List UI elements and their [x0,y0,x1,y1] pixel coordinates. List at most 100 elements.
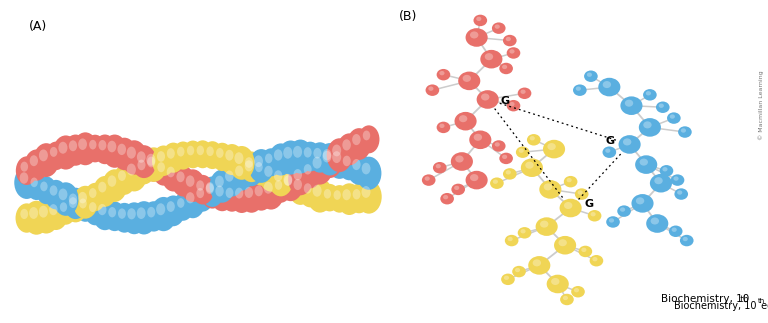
Circle shape [26,172,47,200]
Circle shape [495,25,500,29]
Circle shape [518,88,531,99]
Circle shape [263,182,273,194]
Circle shape [173,193,194,221]
Circle shape [313,185,322,197]
Circle shape [73,186,98,219]
Circle shape [197,180,204,191]
Circle shape [206,182,214,193]
Circle shape [102,169,127,202]
Circle shape [670,174,684,186]
Circle shape [21,162,28,172]
Circle shape [485,53,493,60]
Circle shape [670,114,675,119]
Circle shape [508,237,513,241]
Circle shape [45,141,67,170]
Circle shape [137,160,145,170]
Circle shape [621,96,643,115]
Circle shape [108,141,116,152]
Circle shape [323,149,331,161]
Circle shape [220,164,244,197]
Circle shape [337,183,361,215]
Circle shape [147,157,155,167]
Circle shape [215,176,223,187]
Circle shape [127,163,136,175]
Circle shape [94,134,116,164]
Circle shape [476,17,482,21]
Circle shape [362,186,370,198]
Circle shape [459,115,468,122]
Circle shape [643,89,657,100]
Circle shape [333,190,341,200]
Circle shape [521,89,525,94]
Circle shape [587,72,592,77]
Circle shape [299,159,322,188]
Circle shape [245,187,253,198]
Circle shape [171,166,195,196]
Circle shape [278,168,303,201]
Circle shape [674,188,688,200]
Circle shape [245,157,253,168]
Circle shape [84,183,106,211]
Circle shape [563,296,568,300]
Circle shape [245,160,253,172]
Circle shape [462,75,471,82]
Circle shape [654,177,663,184]
Circle shape [470,174,478,181]
Circle shape [425,84,439,96]
Text: edition, page: edition, page [758,301,768,311]
Circle shape [35,176,57,204]
Circle shape [93,198,118,230]
Circle shape [481,93,489,100]
Circle shape [591,212,596,216]
Circle shape [326,138,353,172]
Circle shape [157,151,165,162]
Circle shape [186,192,194,203]
Circle shape [177,198,184,208]
Circle shape [578,190,583,195]
Text: G: G [606,136,615,146]
Circle shape [200,177,224,209]
Circle shape [49,204,58,215]
Circle shape [662,167,667,172]
Circle shape [304,183,312,193]
Circle shape [639,118,661,137]
Circle shape [202,141,223,169]
Circle shape [504,276,509,280]
Circle shape [492,140,505,152]
Text: th: th [757,297,765,304]
Circle shape [74,193,96,222]
Circle shape [440,193,454,204]
Circle shape [167,167,175,177]
Circle shape [187,146,194,155]
Circle shape [50,147,58,157]
Circle shape [210,170,235,203]
Circle shape [548,143,556,150]
Circle shape [78,192,87,203]
Circle shape [29,207,38,219]
Circle shape [465,171,488,189]
Circle shape [84,197,106,225]
Circle shape [40,182,48,191]
Circle shape [644,121,652,129]
Circle shape [69,197,77,208]
Circle shape [439,124,445,128]
Circle shape [283,174,293,185]
Circle shape [674,176,679,181]
Circle shape [640,159,648,166]
Circle shape [490,177,504,189]
Circle shape [680,128,686,133]
Circle shape [547,275,569,293]
Circle shape [53,182,78,216]
Circle shape [512,266,526,277]
Text: (A): (A) [28,20,47,33]
Circle shape [347,128,371,160]
Circle shape [493,180,498,184]
Circle shape [623,138,631,145]
Circle shape [192,140,214,168]
Circle shape [162,161,185,192]
Circle shape [141,147,167,182]
Circle shape [518,149,524,153]
Circle shape [98,204,107,215]
Circle shape [64,135,88,166]
Circle shape [39,206,48,218]
